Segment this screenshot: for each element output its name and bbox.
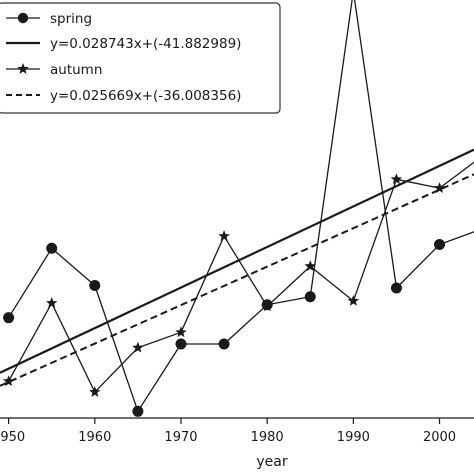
data-point-spring (304, 291, 316, 303)
legend: spring y=0.028743x+(-41.882989) autumn y… (0, 2, 281, 114)
legend-label-spring-trend: y=0.028743x+(-41.882989) (50, 36, 241, 52)
data-point-autumn (433, 182, 446, 193)
data-point-spring (132, 405, 144, 417)
legend-label-spring: spring (50, 11, 92, 27)
x-tick-label: 1970 (164, 430, 197, 445)
data-point-autumn (46, 297, 58, 308)
legend-entry-spring-trend: y=0.028743x+(-41.882989) (6, 36, 241, 52)
x-tick-label: 1980 (251, 430, 284, 445)
data-point-autumn (89, 386, 101, 397)
legend-box (0, 2, 281, 114)
legend-entry-spring: spring (6, 11, 92, 27)
trendline-spring (0, 148, 474, 374)
star-marker-icon (17, 63, 29, 74)
data-point-autumn (261, 300, 273, 312)
series-line-spring (8, 0, 474, 412)
x-tick-label: 1960 (78, 430, 111, 445)
x-tick-label: 1950 (0, 430, 25, 445)
data-point-autumn (2, 375, 15, 387)
data-series (2, 0, 474, 417)
x-tick-label: 2000 (423, 430, 456, 445)
data-point-autumn (218, 230, 230, 242)
data-point-autumn (304, 260, 316, 272)
data-point-autumn (132, 341, 144, 353)
legend-entry-autumn-trend: y=0.025669x+(-36.008356) (6, 88, 241, 104)
legend-label-autumn-trend: y=0.025669x+(-36.008356) (50, 88, 241, 104)
legend-entry-autumn: autumn (6, 62, 102, 78)
trendlines (0, 148, 474, 387)
data-point-spring (3, 312, 15, 324)
data-point-autumn (390, 173, 403, 185)
series-line-autumn (8, 161, 474, 393)
x-axis: 1950 1960 1970 1980 1990 2000 (0, 417, 474, 445)
data-point-spring (175, 338, 187, 350)
data-point-spring (218, 338, 230, 350)
circle-marker-icon (17, 12, 29, 24)
data-point-spring (390, 282, 402, 294)
x-axis-label: year (256, 454, 287, 470)
trendline-autumn (0, 173, 474, 387)
legend-label-autumn: autumn (50, 62, 102, 78)
data-point-spring (434, 239, 446, 251)
data-point-spring (46, 242, 58, 254)
x-tick-label: 1990 (337, 430, 370, 445)
data-point-autumn (175, 326, 187, 338)
data-point-autumn (347, 294, 360, 306)
data-point-spring (89, 279, 101, 291)
